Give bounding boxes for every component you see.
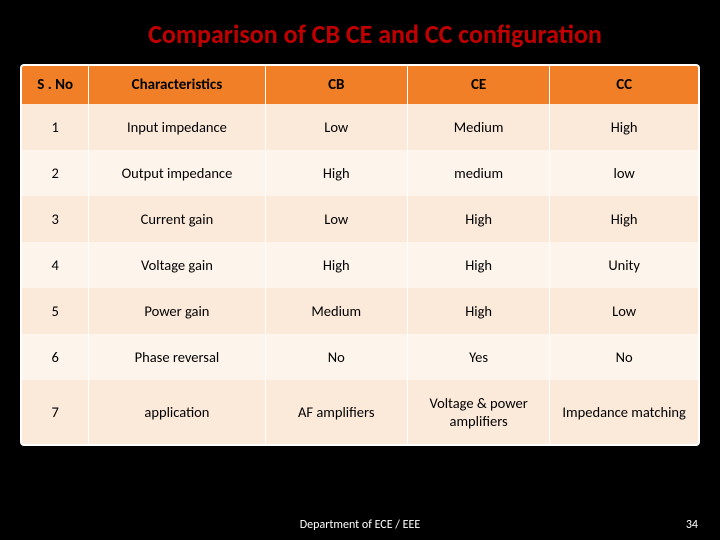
cell-ce: Voltage & power amplifiers — [407, 380, 549, 445]
cell-char: application — [89, 380, 265, 445]
cell-sno: 7 — [21, 380, 89, 445]
cell-char: Phase reversal — [89, 334, 265, 380]
cell-cb: High — [265, 242, 407, 288]
cell-ce: medium — [407, 150, 549, 196]
table-row: 7 application AF amplifiers Voltage & po… — [21, 380, 699, 445]
cell-cb: No — [265, 334, 407, 380]
col-header-cc: CC — [550, 65, 699, 104]
cell-cb: AF amplifiers — [265, 380, 407, 445]
cell-cc: Unity — [550, 242, 699, 288]
table-row: 5 Power gain Medium High Low — [21, 288, 699, 334]
cell-sno: 3 — [21, 196, 89, 242]
cell-sno: 4 — [21, 242, 89, 288]
table-row: 4 Voltage gain High High Unity — [21, 242, 699, 288]
cell-cb: High — [265, 150, 407, 196]
table-header-row: S . No Characteristics CB CE CC — [21, 65, 699, 104]
cell-sno: 1 — [21, 104, 89, 150]
cell-cb: Low — [265, 104, 407, 150]
col-header-characteristics: Characteristics — [89, 65, 265, 104]
cell-cc: High — [550, 196, 699, 242]
cell-sno: 6 — [21, 334, 89, 380]
table-row: 6 Phase reversal No Yes No — [21, 334, 699, 380]
cell-cc: High — [550, 104, 699, 150]
cell-char: Output impedance — [89, 150, 265, 196]
comparison-table: S . No Characteristics CB CE CC 1 Input … — [20, 64, 700, 446]
cell-sno: 2 — [21, 150, 89, 196]
cell-char: Input impedance — [89, 104, 265, 150]
cell-ce: Medium — [407, 104, 549, 150]
cell-char: Current gain — [89, 196, 265, 242]
cell-cc: Low — [550, 288, 699, 334]
cell-ce: High — [407, 242, 549, 288]
table-row: 3 Current gain Low High High — [21, 196, 699, 242]
cell-ce: High — [407, 196, 549, 242]
col-header-ce: CE — [407, 65, 549, 104]
cell-cc: Impedance matching — [550, 380, 699, 445]
page-number: 34 — [686, 518, 698, 532]
slide: Comparison of CB CE and CC configuration… — [0, 0, 720, 540]
cell-cb: Medium — [265, 288, 407, 334]
footer-text: Department of ECE / EEE — [0, 518, 720, 532]
cell-char: Power gain — [89, 288, 265, 334]
table-row: 2 Output impedance High medium low — [21, 150, 699, 196]
cell-cb: Low — [265, 196, 407, 242]
cell-cc: low — [550, 150, 699, 196]
cell-ce: High — [407, 288, 549, 334]
col-header-cb: CB — [265, 65, 407, 104]
cell-cc: No — [550, 334, 699, 380]
cell-sno: 5 — [21, 288, 89, 334]
table-row: 1 Input impedance Low Medium High — [21, 104, 699, 150]
cell-char: Voltage gain — [89, 242, 265, 288]
col-header-sno: S . No — [21, 65, 89, 104]
slide-title: Comparison of CB CE and CC configuration — [50, 18, 700, 50]
table-body: 1 Input impedance Low Medium High 2 Outp… — [21, 104, 699, 445]
cell-ce: Yes — [407, 334, 549, 380]
